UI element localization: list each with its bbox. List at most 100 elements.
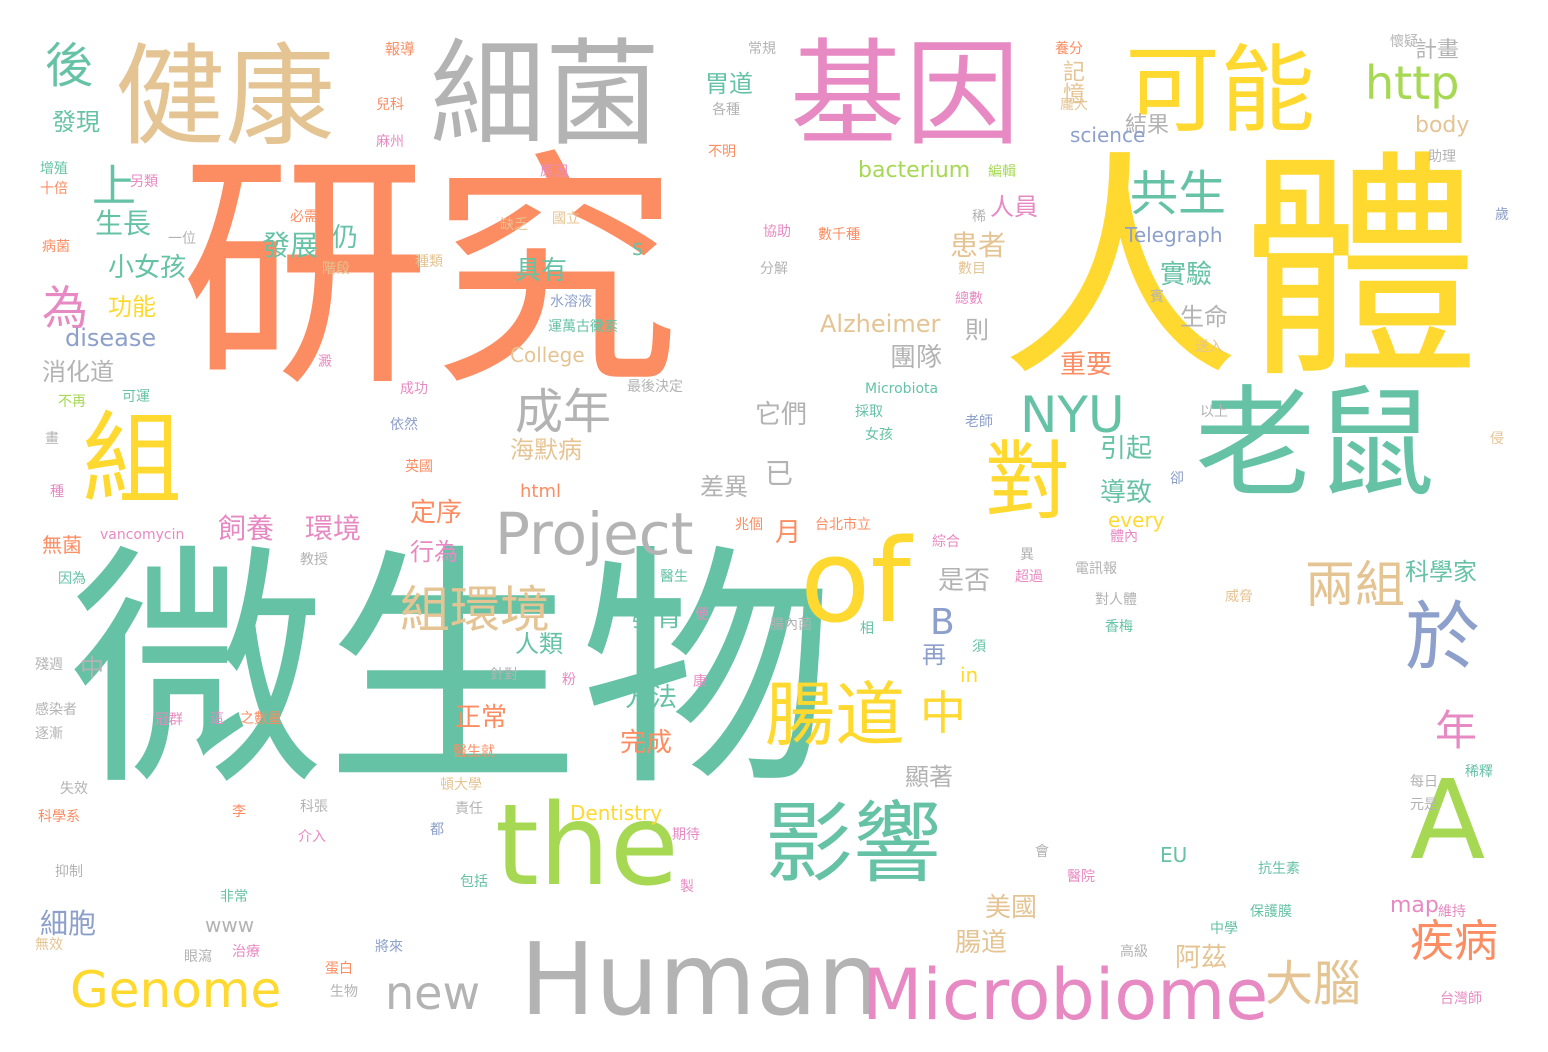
word-cloud-word: Human (520, 930, 881, 1030)
word-cloud-word: 康 (693, 675, 707, 689)
word-cloud-word: 兆個 (735, 518, 763, 532)
word-cloud-word: 因為 (58, 572, 86, 586)
word-cloud-word: 維持 (1438, 905, 1466, 919)
word-cloud-word: 養分 (1055, 42, 1083, 56)
word-cloud-word: 它們 (755, 402, 807, 428)
word-cloud-word: 採取 (855, 405, 883, 419)
word-cloud-word: 仍 (332, 225, 358, 251)
word-cloud-word: 李 (232, 805, 246, 819)
word-cloud-word: 不再 (58, 395, 86, 409)
word-cloud-word: 高級 (1120, 945, 1148, 959)
word-cloud-word: 已 (765, 460, 793, 488)
word-cloud-word: 眼瀉 (184, 950, 212, 964)
word-cloud-word: 必需 (290, 210, 318, 224)
word-cloud-word: 引起 (1100, 436, 1152, 462)
word-cloud-word: s (632, 238, 643, 260)
word-cloud-word: 疾病 (1410, 920, 1498, 964)
word-cloud-word: 共生 (1130, 170, 1226, 218)
word-cloud-word: 責任 (455, 802, 483, 816)
word-cloud-word: new (385, 970, 480, 1016)
word-cloud-word: 編輯 (988, 165, 1016, 179)
word-cloud-word: 是否 (938, 568, 990, 594)
word-cloud-word: 團隊 (890, 345, 942, 371)
word-cloud-word: 冠群 (155, 713, 183, 727)
word-cloud-word: 稀 (972, 210, 986, 224)
word-cloud-word: 細胞 (40, 910, 96, 938)
word-cloud-word: 患者 (950, 232, 1006, 260)
word-cloud-word: 月 (775, 520, 801, 546)
word-cloud-word: 美國 (985, 895, 1037, 921)
word-cloud-word: 環境 (305, 515, 361, 543)
word-cloud-word: bacterium (858, 160, 970, 182)
word-cloud-word: 生命 (1180, 305, 1228, 329)
word-cloud-word: 導致 (1100, 480, 1152, 506)
word-cloud-word: 綜合 (932, 535, 960, 549)
word-cloud-word: 增殖 (40, 162, 68, 176)
word-cloud-word: disease (65, 326, 156, 350)
word-cloud-word: 對人體 (1095, 593, 1137, 607)
word-cloud-word: 常規 (748, 42, 776, 56)
word-cloud-word: 協助 (763, 225, 791, 239)
word-cloud-word: Microbiota (865, 382, 938, 396)
word-cloud-word: 畫 (45, 432, 59, 446)
word-cloud-word: 研究 (180, 150, 680, 400)
word-cloud-word: 則 (965, 318, 989, 342)
word-cloud-word: 病菌 (42, 240, 70, 254)
word-cloud-word: 便 (695, 608, 709, 622)
word-cloud-word: 依然 (390, 418, 418, 432)
word-cloud-word: 無效 (35, 938, 63, 952)
word-cloud-word: 定序 (410, 500, 462, 526)
word-cloud-word: 抗生素 (1258, 862, 1300, 876)
word-cloud-word: vancomycin (100, 528, 184, 542)
word-cloud-word: 中學 (1210, 922, 1238, 936)
word-cloud-word: 殘週 (35, 658, 63, 672)
word-cloud-word: 完成 (620, 730, 672, 756)
word-cloud-word: 生物 (330, 985, 358, 999)
word-cloud-word: 頓大學 (440, 778, 482, 792)
word-cloud-word: 稀釋 (1465, 765, 1493, 779)
word-cloud-word: 影響 (765, 800, 941, 888)
word-cloud-word: 各種 (712, 103, 740, 117)
word-cloud-word: in (960, 665, 978, 685)
word-cloud-word: 發展 (262, 232, 318, 260)
word-cloud-word: 海默病 (510, 438, 582, 462)
word-cloud-word: 國立 (552, 212, 580, 226)
word-cloud-word: 生長 (95, 210, 151, 238)
word-cloud-word: 台北市立 (815, 518, 871, 532)
word-cloud-word: 台灣師 (1440, 992, 1482, 1006)
word-cloud-word: every (1108, 510, 1165, 530)
word-cloud-word: 老鼠 (1195, 385, 1435, 505)
word-cloud-word: 差異 (700, 475, 748, 499)
word-cloud-word: 都 (430, 823, 444, 837)
word-cloud-word: 感染者 (35, 703, 77, 717)
word-cloud-word: science (1070, 125, 1145, 145)
word-cloud-word: 威脅 (1225, 590, 1253, 604)
word-cloud-word: Genome (70, 965, 281, 1015)
word-cloud-word: Dentistry (570, 803, 662, 823)
word-cloud-word: 侵 (1490, 432, 1504, 446)
word-cloud-word: 水溶液 (550, 295, 592, 309)
word-cloud-word: 計畫 (1415, 40, 1459, 62)
word-cloud-word: 兩組 (1305, 560, 1405, 610)
word-cloud-word: http (1365, 60, 1459, 106)
word-cloud-word: 小女孩 (108, 255, 186, 281)
word-cloud-word: EU (1160, 845, 1187, 865)
word-cloud-word: Telegraph (1125, 225, 1223, 245)
word-cloud-word: 後 (45, 42, 93, 90)
word-cloud-word: 歲 (1495, 208, 1509, 222)
word-cloud-word: 麻州 (376, 135, 404, 149)
word-cloud-word: 無菌 (42, 535, 82, 555)
word-cloud-word: 保護膜 (1250, 905, 1292, 919)
word-cloud-word: 懷疑 (1390, 35, 1418, 49)
word-cloud-word: 以上 (1200, 405, 1228, 419)
word-cloud-word: 年 (1435, 710, 1477, 752)
word-cloud-word: 重要 (1060, 352, 1112, 378)
word-cloud-word: 不明 (708, 145, 736, 159)
word-cloud-word: 蛋白 (325, 962, 353, 976)
word-cloud-word: 超過 (1015, 570, 1043, 584)
word-cloud-word: 包括 (460, 875, 488, 889)
word-cloud-word: 消化道 (42, 360, 114, 384)
word-cloud-word: 運萬古黴素 (548, 320, 618, 334)
word-cloud-word: 醫生就 (453, 745, 495, 759)
word-cloud-word: 兒科 (376, 98, 404, 112)
